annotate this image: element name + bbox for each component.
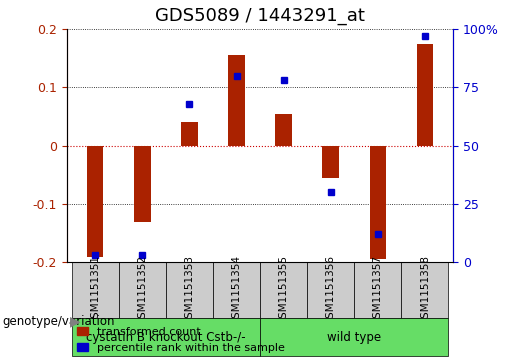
FancyBboxPatch shape [354,262,401,318]
FancyBboxPatch shape [166,262,213,318]
Title: GDS5089 / 1443291_at: GDS5089 / 1443291_at [155,7,365,25]
Bar [417,44,433,146]
Bar [87,146,104,257]
FancyBboxPatch shape [72,318,260,356]
Text: GSM1151358: GSM1151358 [420,256,430,325]
Text: GSM1151353: GSM1151353 [184,256,195,325]
Text: ▶: ▶ [70,314,80,328]
FancyBboxPatch shape [119,262,166,318]
Text: genotype/variation: genotype/variation [3,315,115,328]
FancyBboxPatch shape [307,262,354,318]
FancyBboxPatch shape [213,262,260,318]
Legend: transformed count, percentile rank within the sample: transformed count, percentile rank withi… [73,322,289,357]
Text: GSM1151355: GSM1151355 [279,256,288,325]
Text: GSM1151351: GSM1151351 [90,256,100,325]
Text: GSM1151356: GSM1151356 [325,256,336,325]
Bar [228,55,245,146]
Bar [370,146,386,260]
Text: wild type: wild type [327,331,381,343]
Bar [181,122,198,146]
Bar [322,146,339,178]
FancyBboxPatch shape [72,262,119,318]
Bar [134,146,150,221]
Text: cystatin B knockout Cstb-/-: cystatin B knockout Cstb-/- [86,331,246,343]
Text: GSM1151357: GSM1151357 [373,256,383,325]
FancyBboxPatch shape [260,318,449,356]
FancyBboxPatch shape [260,262,307,318]
FancyBboxPatch shape [401,262,449,318]
Bar [276,114,292,146]
Text: GSM1151352: GSM1151352 [138,256,147,325]
Text: GSM1151354: GSM1151354 [232,256,242,325]
